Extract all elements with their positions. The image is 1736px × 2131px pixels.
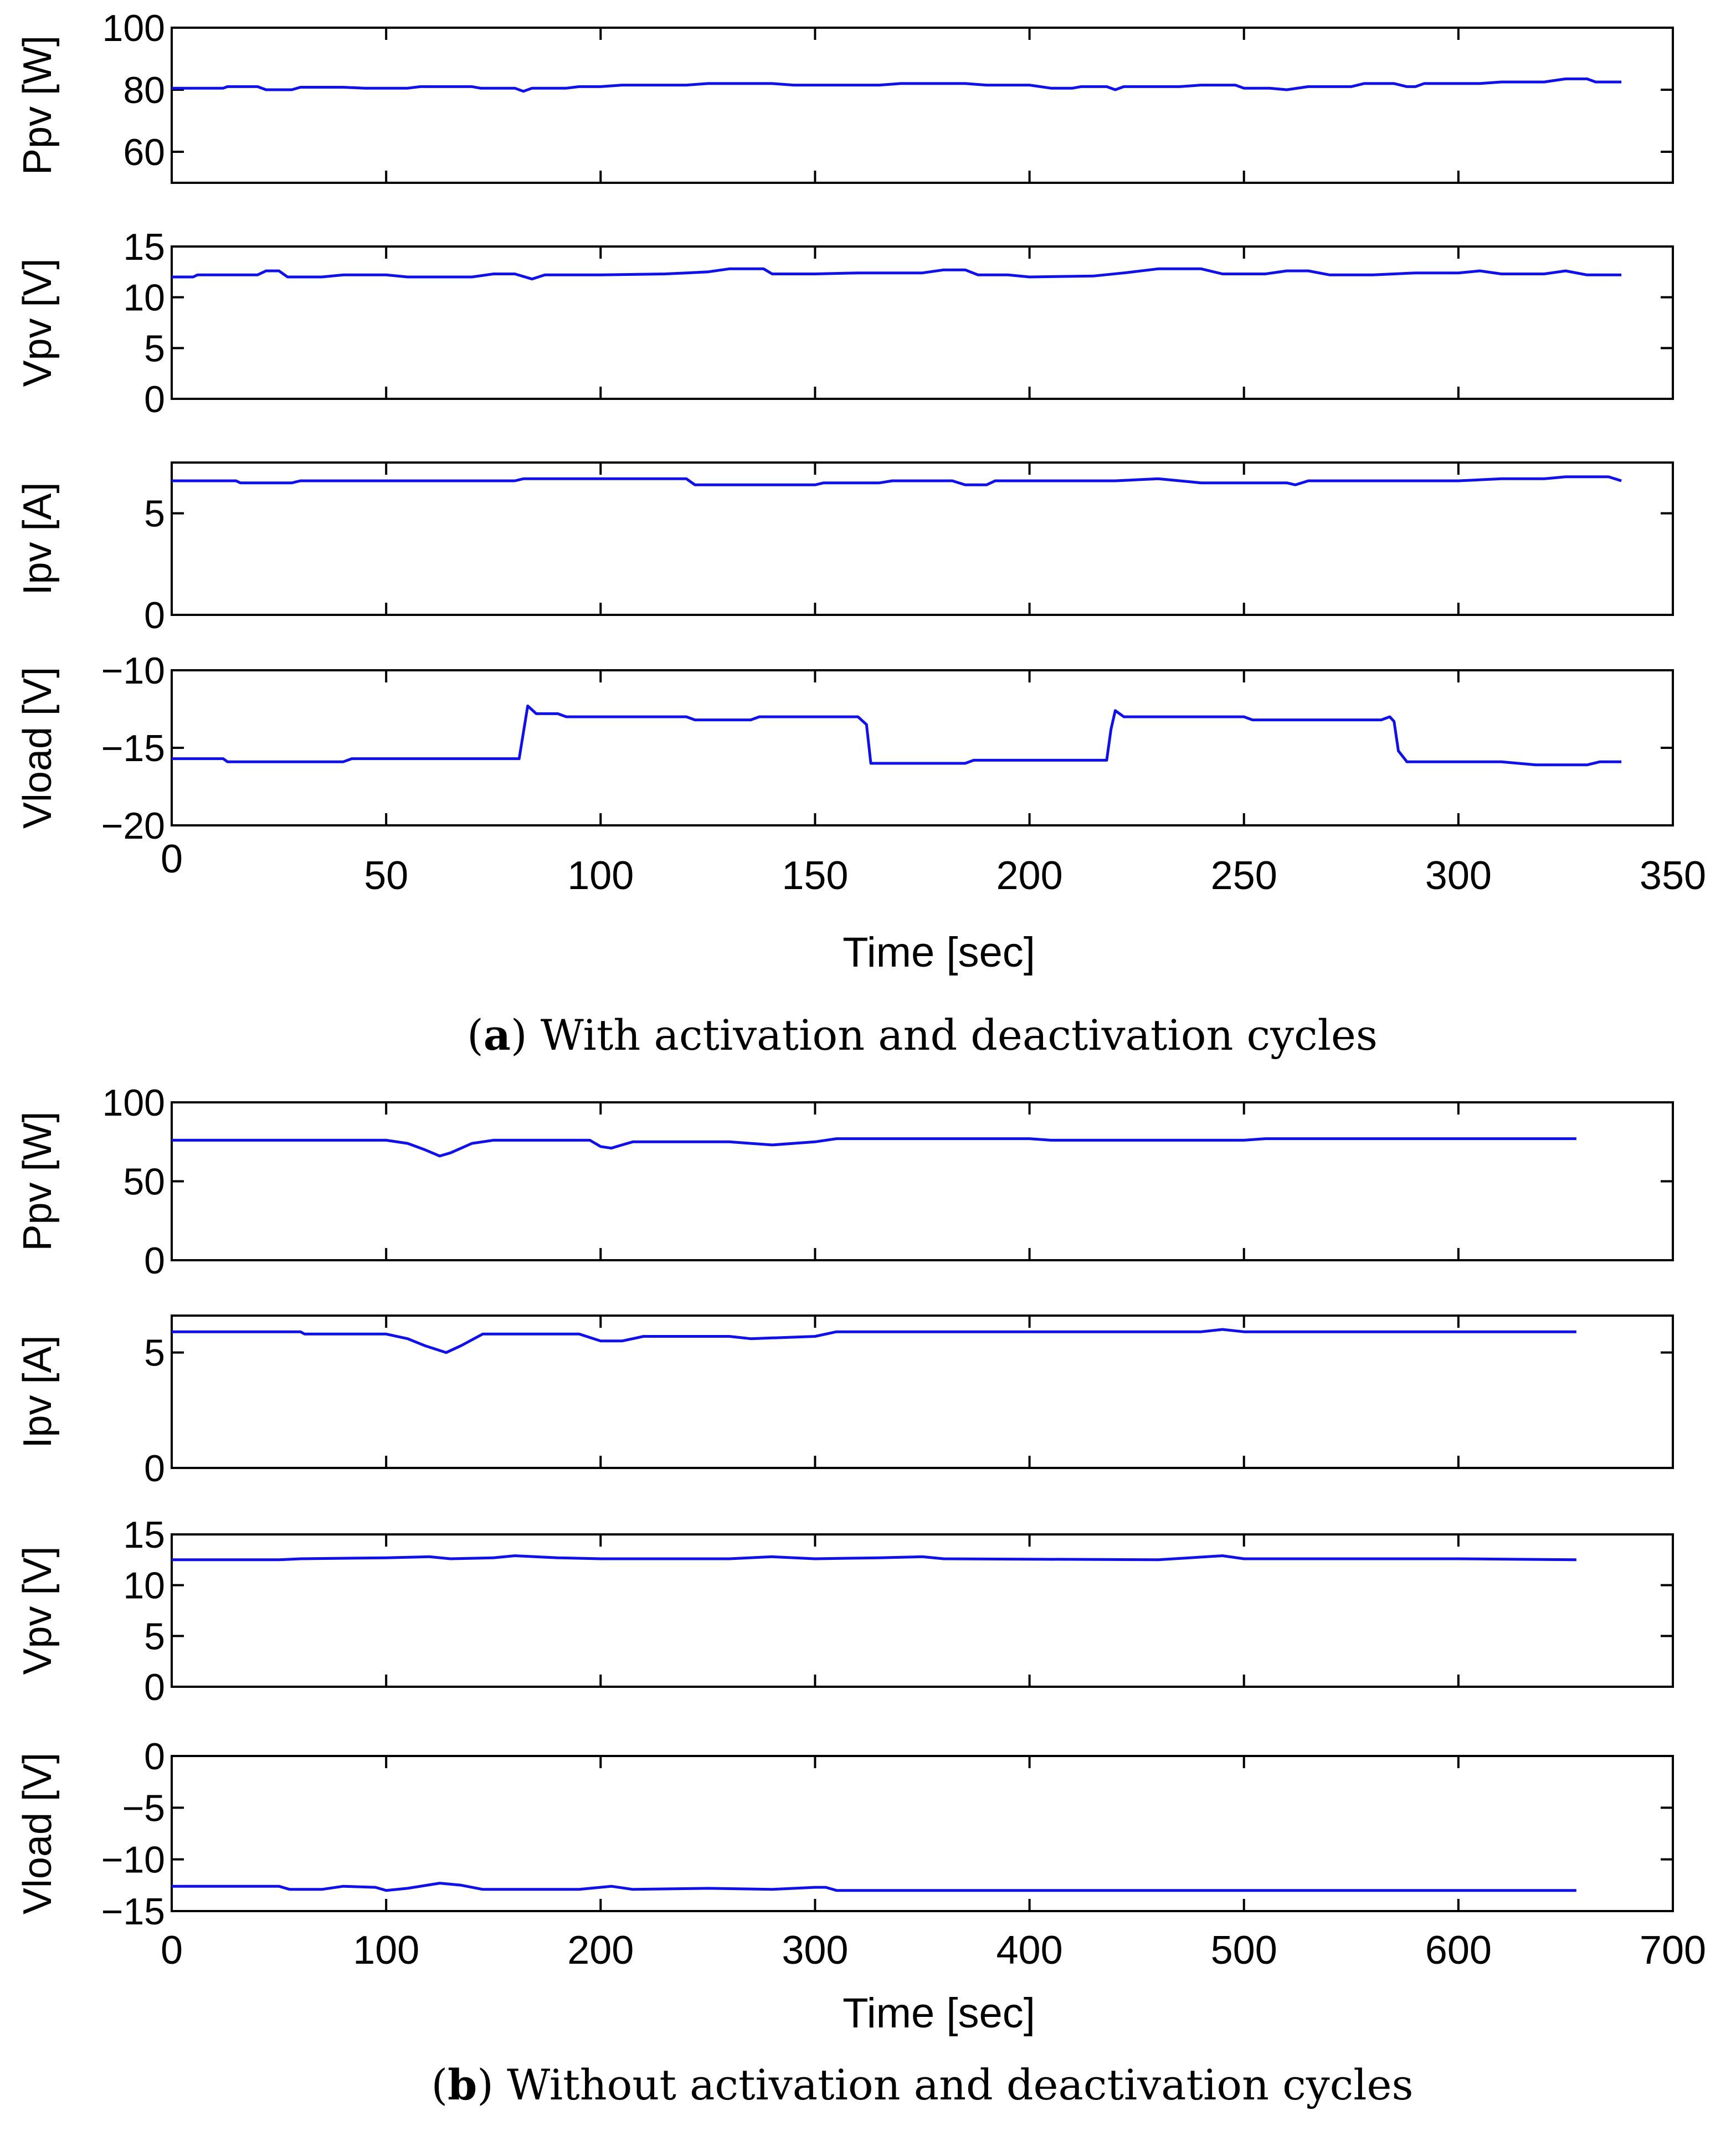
x-axis-label: Time [sec]	[843, 1990, 1035, 2037]
panel-vpv: 0 5 10 15 Vpv [V]	[16, 1514, 1674, 1708]
plot-frame	[171, 1314, 1674, 1469]
caption-letter: b	[448, 2060, 477, 2109]
x-tick-label: 250	[1211, 854, 1277, 898]
y-axis-label: Ipv [A]	[16, 482, 60, 595]
figure-caption: (a) With activation and deactivation cyc…	[467, 1010, 1378, 1060]
panel-vload: −15 −10 −5 0 Vload [V]	[16, 1735, 1674, 1933]
y-tick-label: 10	[123, 1565, 165, 1607]
panel-vpv: 0 5 10 15 Vpv [V]	[16, 226, 1674, 420]
caption-letter: a	[484, 1010, 511, 1060]
x-tick-label: 0	[161, 837, 183, 881]
series-line-ppv	[172, 77, 1622, 93]
y-axis-label: Vload [V]	[16, 1753, 60, 1914]
plot-frame	[171, 461, 1674, 616]
x-tick-label: 100	[353, 1928, 419, 1973]
figure-caption: (b) Without activation and deactivation …	[432, 2060, 1414, 2109]
y-axis-label: Vpv [V]	[16, 1546, 60, 1675]
x-tick-label: 200	[997, 854, 1063, 898]
y-tick-label: 0	[144, 1735, 165, 1778]
y-tick-label: −15	[101, 727, 165, 769]
y-tick-label: 0	[144, 1666, 165, 1708]
y-tick-label: 15	[123, 226, 165, 268]
caption-prefix: (	[467, 1010, 484, 1060]
y-tick-label: 5	[144, 1332, 165, 1374]
plot-frame	[171, 1755, 1674, 1912]
x-tick-label: 200	[567, 1928, 634, 1973]
y-tick-label: 5	[144, 327, 165, 369]
plot-frame	[171, 1533, 1674, 1688]
x-tick-label: 700	[1640, 1928, 1706, 1973]
series-line-ipv	[172, 1328, 1576, 1354]
y-tick-label: −20	[101, 805, 165, 847]
series-line-ipv	[172, 475, 1622, 486]
y-tick-label: 5	[144, 493, 165, 535]
y-axis-label: Ppv [W]	[16, 1111, 60, 1251]
y-axis-label: Ppv [W]	[16, 35, 60, 175]
plot-frame	[171, 245, 1674, 400]
panel-vload: −20 −15 −10 Vload [V]	[16, 650, 1674, 847]
y-tick-label: 100	[102, 1082, 165, 1124]
y-tick-label: 50	[123, 1161, 165, 1203]
y-tick-label: 0	[144, 1447, 165, 1490]
y-tick-label: 5	[144, 1615, 165, 1657]
x-tick-label: 350	[1640, 854, 1706, 898]
x-axis-label: Time [sec]	[843, 929, 1035, 976]
caption-text: ) With activation and deactivation cycle…	[511, 1010, 1378, 1060]
x-tick-label: 150	[782, 854, 848, 898]
y-tick-label: 0	[144, 1240, 165, 1282]
plot-frame	[171, 669, 1674, 826]
y-tick-label: −10	[101, 650, 165, 692]
panel-ppv: 0 50 100 Ppv [W]	[16, 1082, 1674, 1282]
plot-frame	[171, 27, 1674, 184]
panel-ipv: 0 5 Ipv [A]	[16, 1314, 1674, 1490]
series-line-vpv	[172, 267, 1622, 281]
panel-ppv: 60 80 100 Ppv [W]	[16, 7, 1674, 184]
x-tick-label: 0	[161, 1928, 183, 1973]
x-tick-label: 500	[1211, 1928, 1277, 1973]
y-tick-label: 80	[123, 69, 165, 111]
y-tick-label: 100	[102, 7, 165, 49]
x-tick-label: 300	[782, 1928, 848, 1973]
y-tick-label: −15	[101, 1891, 165, 1933]
y-tick-label: −10	[101, 1839, 165, 1881]
y-axis-label: Vpv [V]	[16, 258, 60, 387]
caption-prefix: (	[432, 2060, 448, 2109]
x-tick-label: 100	[567, 854, 634, 898]
x-tick-label: 50	[364, 854, 408, 898]
x-tick-label: 600	[1425, 1928, 1492, 1973]
x-tick-label: 300	[1425, 854, 1492, 898]
series-line-vpv	[172, 1554, 1576, 1562]
x-tick-label: 400	[997, 1928, 1063, 1973]
plot-frame	[171, 1101, 1674, 1261]
series-line-ppv	[172, 1137, 1576, 1158]
panel-ipv: 0 5 Ipv [A]	[16, 461, 1674, 636]
y-tick-label: 60	[123, 131, 165, 173]
y-tick-label: 15	[123, 1514, 165, 1556]
y-tick-label: 0	[144, 378, 165, 420]
series-line-vload	[172, 704, 1622, 767]
y-tick-label: 0	[144, 594, 165, 636]
caption-text: ) Without activation and deactivation cy…	[477, 2060, 1413, 2109]
y-axis-label: Vload [V]	[16, 667, 60, 829]
y-tick-label: −5	[122, 1787, 165, 1829]
y-axis-label: Ipv [A]	[16, 1335, 60, 1448]
series-line-vload	[172, 1882, 1576, 1892]
y-tick-label: 10	[123, 277, 165, 319]
